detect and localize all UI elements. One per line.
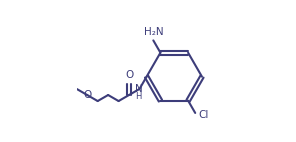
Text: O: O [125, 70, 133, 80]
Text: N: N [135, 84, 143, 94]
Text: Cl: Cl [198, 110, 208, 120]
Text: O: O [83, 90, 91, 100]
Text: H: H [136, 92, 142, 101]
Text: H₂N: H₂N [144, 27, 163, 37]
